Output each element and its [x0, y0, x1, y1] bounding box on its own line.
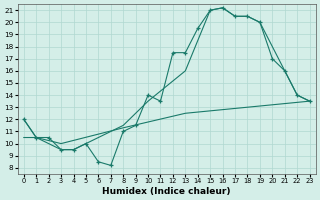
X-axis label: Humidex (Indice chaleur): Humidex (Indice chaleur) [102, 187, 231, 196]
